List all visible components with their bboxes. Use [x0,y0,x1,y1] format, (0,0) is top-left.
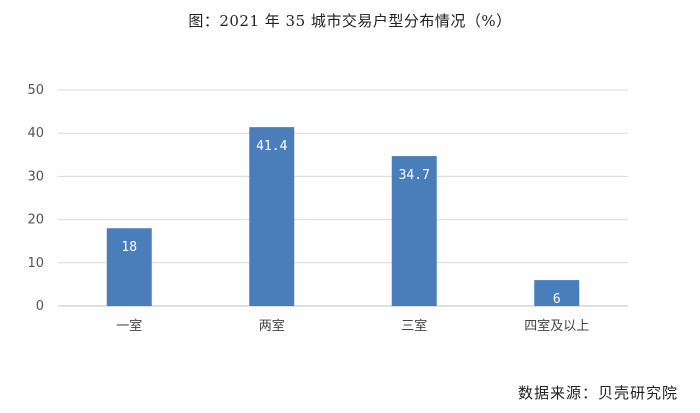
y-tick-label: 10 [27,256,44,271]
data-source: 数据来源：贝壳研究院 [517,384,678,402]
y-axis-ticks: 0 10 20 30 40 50 [27,83,44,314]
x-category-label: 四室及以上 [524,318,589,334]
bar [391,156,437,306]
bar-value-label: 18 [121,240,137,255]
y-tick-label: 50 [27,83,44,98]
x-category-label: 三室 [401,318,427,334]
y-tick-label: 40 [27,126,44,141]
data-labels: 18 41.4 34.7 6 [121,139,560,307]
x-category-label: 一室 [116,318,142,334]
bar [106,228,152,306]
x-axis-categories: 一室 两室 三室 四室及以上 [116,318,589,334]
gridlines [58,89,628,307]
bar-value-label: 41.4 [256,139,287,154]
y-tick-label: 0 [36,299,44,314]
bar [249,127,295,306]
chart-title: 图：2021 年 35 城市交易户型分布情况（%） [188,12,512,30]
bar-value-label: 34.7 [399,168,430,183]
bar [534,280,580,306]
y-tick-label: 30 [27,169,44,184]
y-tick-label: 20 [27,213,44,228]
x-category-label: 两室 [259,318,285,334]
bar-value-label: 6 [553,292,561,307]
bars [106,127,580,306]
